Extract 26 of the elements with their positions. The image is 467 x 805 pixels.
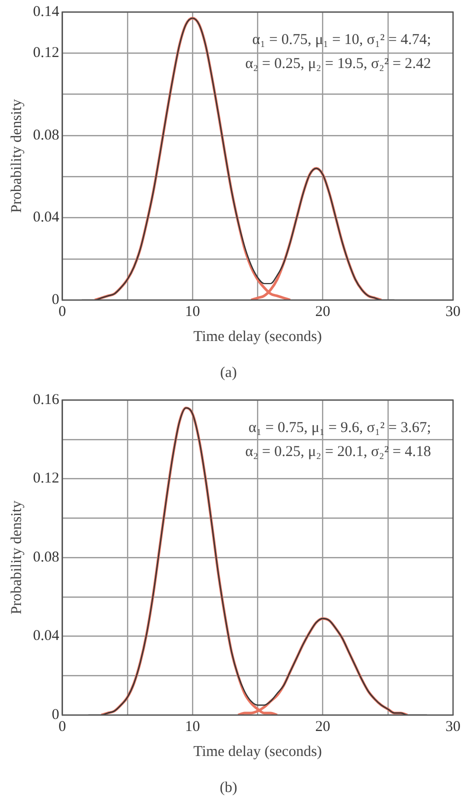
y-tick-label: 0.12	[33, 470, 60, 487]
x-tick-label: 10	[185, 718, 200, 735]
y-tick-label: 0.16	[33, 392, 60, 408]
text: (b)	[220, 780, 238, 796]
x-tick-label: 20	[315, 718, 330, 735]
annotation: α₁ = 0.75, μ₁ = 10, σ₁² = 4.74;	[252, 32, 431, 48]
annotation: α₁ = 0.75, μ₁ = 9.6, σ₁² = 3.67;	[248, 420, 431, 436]
x-tick-label: 30	[446, 718, 460, 735]
y-tick-label: 0.08	[33, 127, 60, 144]
annotation: α₂ = 0.25, μ₂ = 19.5, σ₂² = 2.42	[245, 56, 431, 72]
x-tick-label: 30	[446, 304, 460, 320]
y-tick-label: 0	[52, 292, 60, 308]
y-tick-label: 0	[52, 706, 60, 723]
y-tick-label: 0.04	[33, 210, 60, 226]
y-tick-label: 0.04	[33, 628, 60, 644]
text: (a)	[220, 364, 237, 381]
y-axis-title: Probability density	[8, 500, 25, 614]
y-tick-label: 0.08	[33, 549, 60, 566]
y-axis-title: Probability density	[8, 98, 25, 213]
x-tick-label: 20	[315, 304, 330, 320]
y-tick-label: 0.12	[33, 45, 60, 62]
y-tick-label: 0.14	[33, 4, 60, 20]
annotation: α₂ = 0.25, μ₂ = 20.1, σ₂² = 4.18	[245, 444, 431, 460]
x-tick-label: 10	[185, 304, 200, 320]
x-axis-title: Time delay (seconds)	[193, 328, 322, 345]
x-axis-title: Time delay (seconds)	[193, 744, 322, 760]
